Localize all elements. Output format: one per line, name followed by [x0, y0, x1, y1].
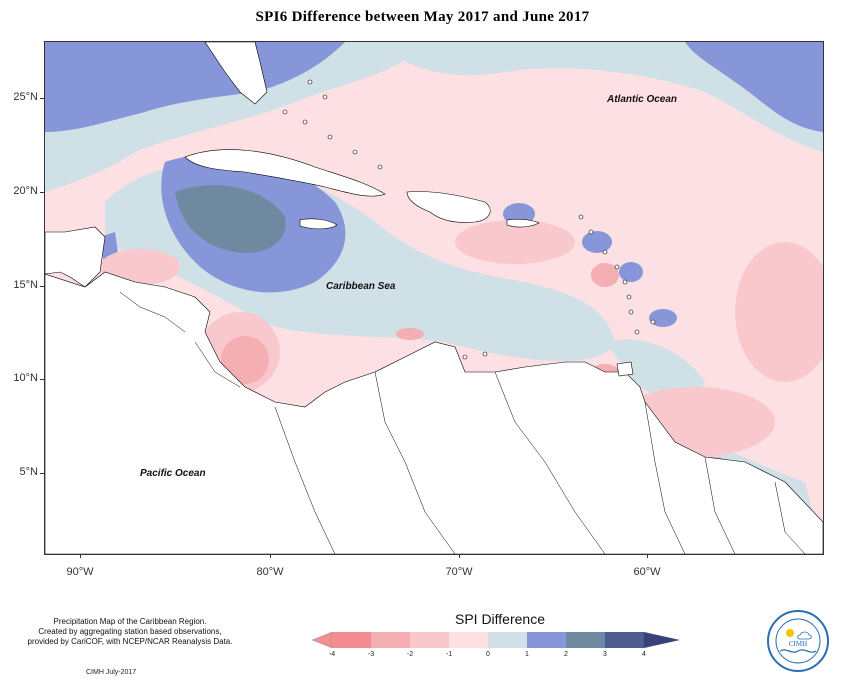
legend-tick-neg2: -2 [406, 651, 414, 658]
legend-swatch-neg1 [449, 632, 488, 648]
lat-tick [40, 473, 44, 474]
legend-title: SPI Difference [454, 611, 545, 627]
lon-label-70w: 70°W [445, 566, 473, 578]
legend-colorbar [312, 631, 680, 649]
legend-swatch-neg3 [371, 632, 410, 648]
legend-tick-2: 2 [564, 651, 568, 658]
lat-label-15n: 15°N [13, 279, 38, 291]
atlantic-ocean-label: Atlantic Ocean [607, 94, 678, 105]
legend-swatch-neg2 [410, 632, 449, 648]
legend-tick-neg4: -4 [328, 651, 336, 658]
lat-tick [40, 192, 44, 193]
lat-label-25n: 25°N [13, 91, 38, 103]
lat-label-10n: 10°N [13, 372, 38, 384]
legend-swatch-pos3 [605, 632, 644, 648]
logo-text: CIMH [789, 640, 807, 648]
lon-tick [459, 554, 460, 558]
lon-label-80w: 80°W [256, 566, 284, 578]
lat-label-5n: 5°N [19, 466, 38, 478]
lon-label-60w: 60°W [633, 566, 661, 578]
lat-tick [40, 379, 44, 380]
legend-tick-3: 3 [603, 651, 607, 658]
legend-arrow-right [644, 632, 680, 648]
legend-tick-0: 0 [486, 651, 490, 658]
spi-map [45, 42, 823, 554]
legend-tick-neg1: -1 [445, 651, 453, 658]
note-line-1: Precipitation Map of the Caribbean Regio… [53, 617, 207, 626]
lat-tick [40, 98, 44, 99]
legend-arrow-left [312, 631, 333, 649]
lon-tick [80, 554, 81, 558]
map-title: SPI6 Difference between May 2017 and Jun… [255, 9, 590, 25]
legend-swatch-pos1 [527, 632, 566, 648]
lon-label-90w: 90°W [66, 566, 94, 578]
legend-swatch-neg4 [332, 632, 371, 648]
lon-tick [647, 554, 648, 558]
pacific-ocean-label: Pacific Ocean [140, 468, 206, 479]
cimh-logo: CIMH [767, 610, 829, 672]
legend-tick-1: 1 [525, 651, 529, 658]
lon-tick [270, 554, 271, 558]
legend-swatch-zero [488, 632, 527, 648]
lat-tick [40, 286, 44, 287]
caribbean-sea-label: Caribbean Sea [326, 281, 396, 292]
map-area: Atlantic Ocean Caribbean Sea Pacific Oce… [44, 41, 824, 555]
note-line-3: provided by CariCOF, with NCEP/NCAR Rean… [27, 637, 233, 646]
credit-text: CIMH July-2017 [86, 669, 137, 676]
legend-tick-neg3: -3 [367, 651, 375, 658]
legend-tick-4: 4 [642, 651, 646, 658]
lat-label-20n: 20°N [13, 185, 38, 197]
legend-swatch-pos2 [566, 632, 605, 648]
note-line-2: Created by aggregating station based obs… [38, 627, 222, 636]
map-note: Precipitation Map of the Caribbean Regio… [10, 617, 250, 647]
